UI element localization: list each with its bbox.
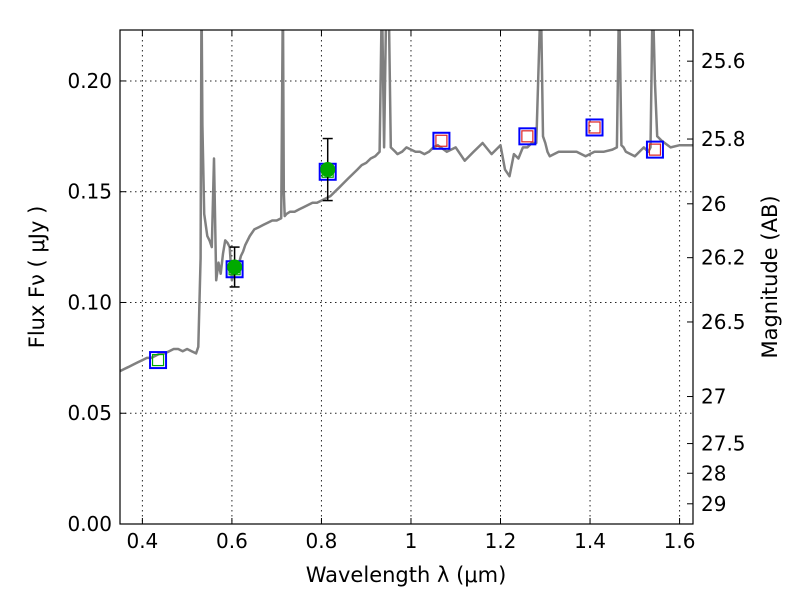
magnitude-tick-label: 29 [701, 492, 726, 516]
x-tick-label: 1.2 [485, 529, 517, 553]
model-photometry-square-inner [521, 130, 534, 143]
magnitude-tick-label: 26 [701, 192, 726, 216]
grid-lines [120, 30, 693, 524]
x-tick-label: 0.6 [216, 529, 248, 553]
magnitude-tick-label: 27 [701, 385, 726, 409]
model-photometry-square [518, 127, 537, 146]
x-axis-ticks: 0.4 0.6 0.8 1 1.2 1.4 1.6 [126, 30, 695, 553]
magnitude-tick-label: 26.5 [701, 310, 746, 334]
plot-frame [119, 29, 694, 525]
y-axis-ticks: 0.00 0.05 0.10 0.15 0.20 [67, 69, 126, 536]
y-tick-label: 0.05 [67, 401, 112, 425]
y-tick-label: 0.15 [67, 180, 112, 204]
x-tick-label: 1.6 [664, 529, 696, 553]
observed-flux-points [227, 137, 336, 288]
x-tick-label: 0.4 [126, 529, 158, 553]
observed-point [320, 162, 336, 178]
plot-area [120, 30, 693, 373]
magnitude-tick-label: 25.6 [701, 49, 746, 73]
model-photometry-square [645, 140, 664, 159]
y-tick-label: 0.20 [67, 69, 112, 93]
magnitude-tick-label: 25.8 [701, 127, 746, 151]
magnitude-tick-label: 26.2 [701, 246, 746, 270]
x-tick-label: 1 [405, 529, 418, 553]
x-tick-label: 1.4 [574, 529, 606, 553]
model-photometry-square-inner [435, 134, 448, 147]
observed-point [227, 259, 243, 275]
x-tick-label: 0.8 [306, 529, 338, 553]
magnitude-axis-ticks: 25.6 25.8 26 26.2 26.5 27 27.5 28 29 [687, 49, 746, 516]
y-axis-label-left: Flux Fν ( μJy ) [25, 206, 49, 349]
magnitude-tick-label: 28 [701, 461, 726, 485]
model-photometry-square-inner [151, 353, 165, 367]
model-photometry-square-inner [588, 121, 601, 134]
y-axis-label-right: Magnitude (AB) [758, 195, 782, 358]
x-axis-label: Wavelength λ (μm) [306, 563, 507, 587]
model-photometry-square-inner [648, 143, 662, 156]
model-photometry-square [149, 351, 168, 370]
y-tick-label: 0.00 [67, 512, 112, 536]
model-photometry-square [432, 131, 451, 150]
magnitude-tick-label: 27.5 [701, 432, 746, 456]
model-spectrum-line [120, 30, 693, 373]
model-photometry-square [585, 118, 604, 137]
y-tick-label: 0.10 [67, 290, 112, 314]
